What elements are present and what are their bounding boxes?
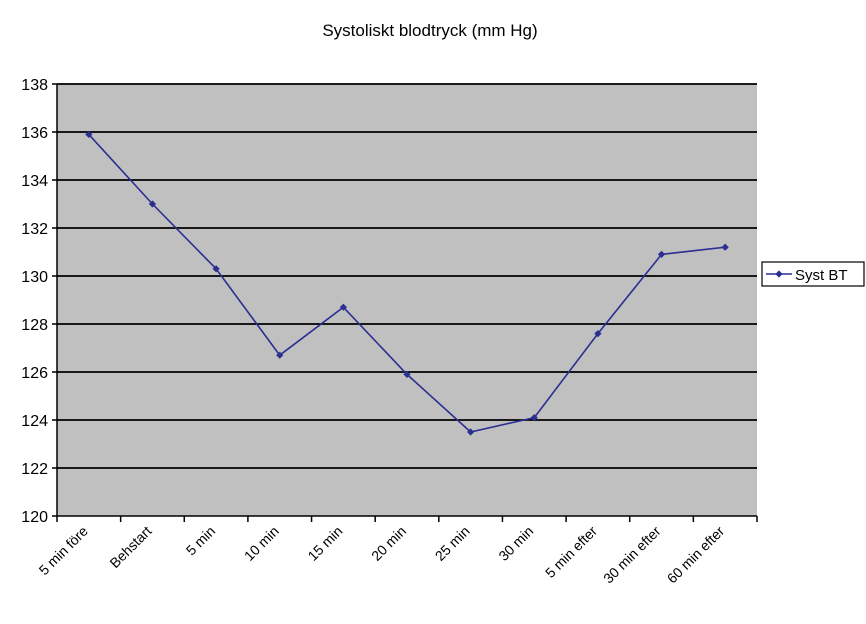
y-tick-label: 120 — [21, 509, 48, 526]
data-point — [212, 265, 220, 273]
y-tick-label: 130 — [21, 269, 48, 286]
data-point — [657, 250, 666, 258]
y-tick-label: 128 — [21, 317, 48, 334]
y-tick-label: 136 — [21, 125, 48, 142]
y-tick-label: 122 — [21, 461, 48, 478]
x-tick-label: 10 min — [241, 523, 282, 564]
legend-marker — [775, 270, 783, 278]
x-tick-label: 20 min — [368, 523, 409, 564]
x-tick-label: 5 min före — [36, 523, 91, 578]
x-tick-label: 5 min efter — [542, 523, 600, 581]
x-tick-label: 15 min — [304, 523, 345, 564]
x-tick-label: 5 min — [183, 523, 219, 559]
y-tick-label: 126 — [21, 365, 48, 382]
axes — [52, 83, 758, 522]
x-tick-label: 60 min efter — [664, 523, 728, 587]
data-point — [148, 200, 157, 208]
data-point — [530, 414, 538, 422]
y-tick-label: 138 — [21, 77, 48, 94]
x-tick-label: 25 min — [432, 523, 473, 564]
plot-area — [57, 84, 757, 516]
x-tick-label: 30 min efter — [600, 523, 664, 587]
y-tick-label: 134 — [21, 173, 48, 190]
data-point — [721, 243, 729, 251]
legend: Syst BT — [761, 261, 865, 287]
series-layer — [85, 130, 729, 436]
y-tick-label: 132 — [21, 221, 48, 238]
data-point — [276, 351, 284, 359]
data-point — [594, 330, 602, 338]
y-tick-label: 124 — [21, 413, 48, 430]
chart-title: Systoliskt blodtryck (mm Hg) — [322, 21, 537, 40]
data-point — [339, 303, 347, 311]
data-point — [467, 428, 475, 436]
x-tick-label: 30 min — [495, 523, 536, 564]
data-point — [85, 130, 93, 138]
x-tick-label: Behstart — [106, 523, 154, 571]
legend-label: Syst BT — [795, 267, 848, 284]
data-point — [403, 370, 411, 378]
gridlines — [57, 83, 757, 469]
